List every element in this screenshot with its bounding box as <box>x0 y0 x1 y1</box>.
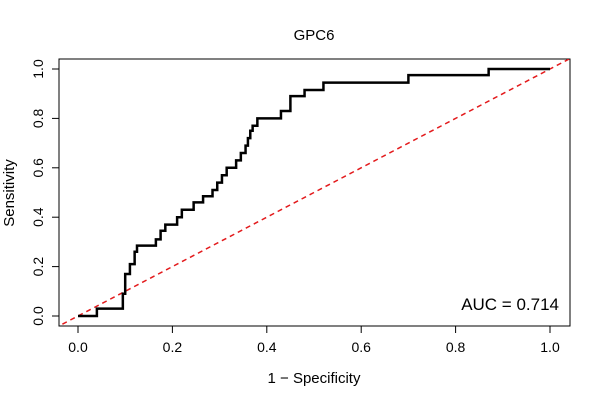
x-tick-label: 0.0 <box>68 339 88 355</box>
x-tick-label: 0.8 <box>446 339 466 355</box>
y-tick-label: 1.0 <box>30 59 46 79</box>
y-tick-label: 0.0 <box>30 306 46 326</box>
reference-diagonal-line <box>59 59 570 326</box>
x-tick-label: 0.4 <box>257 339 277 355</box>
x-axis-label: 1 − Specificity <box>268 370 361 387</box>
plot-area <box>58 58 571 327</box>
y-tick-label: 0.2 <box>30 257 46 277</box>
y-axis: 0.0 0.2 0.4 0.6 0.8 1.0 <box>30 59 60 326</box>
auc-annotation: AUC = 0.714 <box>461 295 559 314</box>
x-tick-label: 0.2 <box>163 339 183 355</box>
y-tick-label: 0.4 <box>30 207 46 227</box>
roc-curve-line <box>78 67 550 318</box>
x-tick-label: 1.0 <box>540 339 560 355</box>
y-axis-label: Sensitivity <box>1 159 18 227</box>
chart-title: GPC6 <box>294 27 335 44</box>
y-tick-label: 0.6 <box>30 158 46 178</box>
x-tick-label: 0.6 <box>351 339 371 355</box>
x-axis: 0.0 0.2 0.4 0.6 0.8 1.0 <box>68 325 560 355</box>
y-tick-label: 0.8 <box>30 108 46 128</box>
